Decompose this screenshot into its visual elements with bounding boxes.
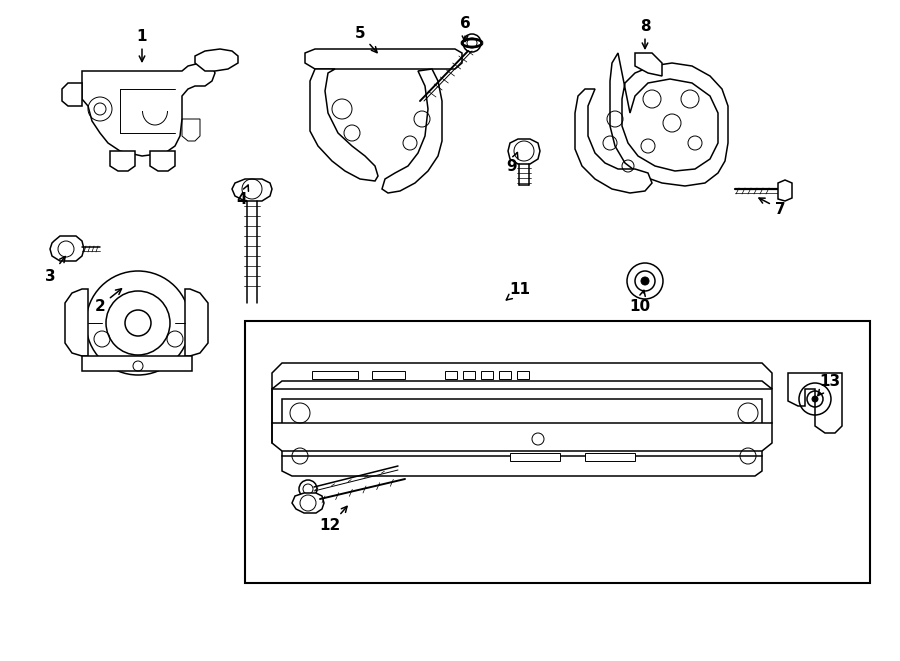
Polygon shape	[508, 139, 540, 164]
Text: 8: 8	[640, 19, 651, 48]
Polygon shape	[272, 423, 772, 451]
Text: 6: 6	[460, 15, 471, 42]
Polygon shape	[292, 493, 324, 513]
Polygon shape	[272, 363, 772, 389]
Polygon shape	[585, 453, 635, 461]
Polygon shape	[272, 389, 772, 429]
Text: 13: 13	[818, 373, 841, 395]
Polygon shape	[282, 456, 762, 476]
Bar	[245, 321, 870, 583]
Text: 12: 12	[320, 506, 347, 533]
Polygon shape	[50, 236, 84, 261]
Polygon shape	[282, 429, 762, 463]
Polygon shape	[372, 371, 405, 379]
Polygon shape	[195, 49, 238, 71]
Text: 10: 10	[629, 290, 651, 313]
Bar	[517, 371, 529, 379]
Text: 3: 3	[45, 256, 65, 284]
Polygon shape	[185, 289, 208, 356]
Text: 5: 5	[355, 26, 377, 53]
Text: 7: 7	[759, 198, 786, 217]
Polygon shape	[778, 180, 792, 201]
Polygon shape	[635, 53, 662, 76]
Circle shape	[641, 277, 649, 285]
Text: 1: 1	[137, 28, 148, 61]
Polygon shape	[65, 289, 88, 356]
Polygon shape	[788, 373, 842, 433]
Polygon shape	[310, 69, 378, 181]
Bar	[499, 371, 511, 379]
Text: 4: 4	[237, 185, 248, 206]
Text: 9: 9	[507, 153, 517, 173]
Polygon shape	[110, 151, 135, 171]
Polygon shape	[232, 179, 272, 201]
Polygon shape	[382, 69, 442, 193]
Bar	[445, 371, 457, 379]
Bar	[481, 371, 493, 379]
Polygon shape	[82, 356, 192, 371]
Polygon shape	[150, 151, 175, 171]
Bar	[463, 371, 475, 379]
Polygon shape	[312, 371, 358, 379]
Polygon shape	[305, 49, 462, 69]
Polygon shape	[610, 53, 728, 186]
Polygon shape	[510, 453, 560, 461]
Text: 11: 11	[507, 282, 530, 300]
Circle shape	[812, 396, 818, 402]
Polygon shape	[575, 89, 652, 193]
Polygon shape	[62, 83, 82, 106]
Text: 2: 2	[94, 289, 122, 313]
Polygon shape	[82, 63, 215, 156]
